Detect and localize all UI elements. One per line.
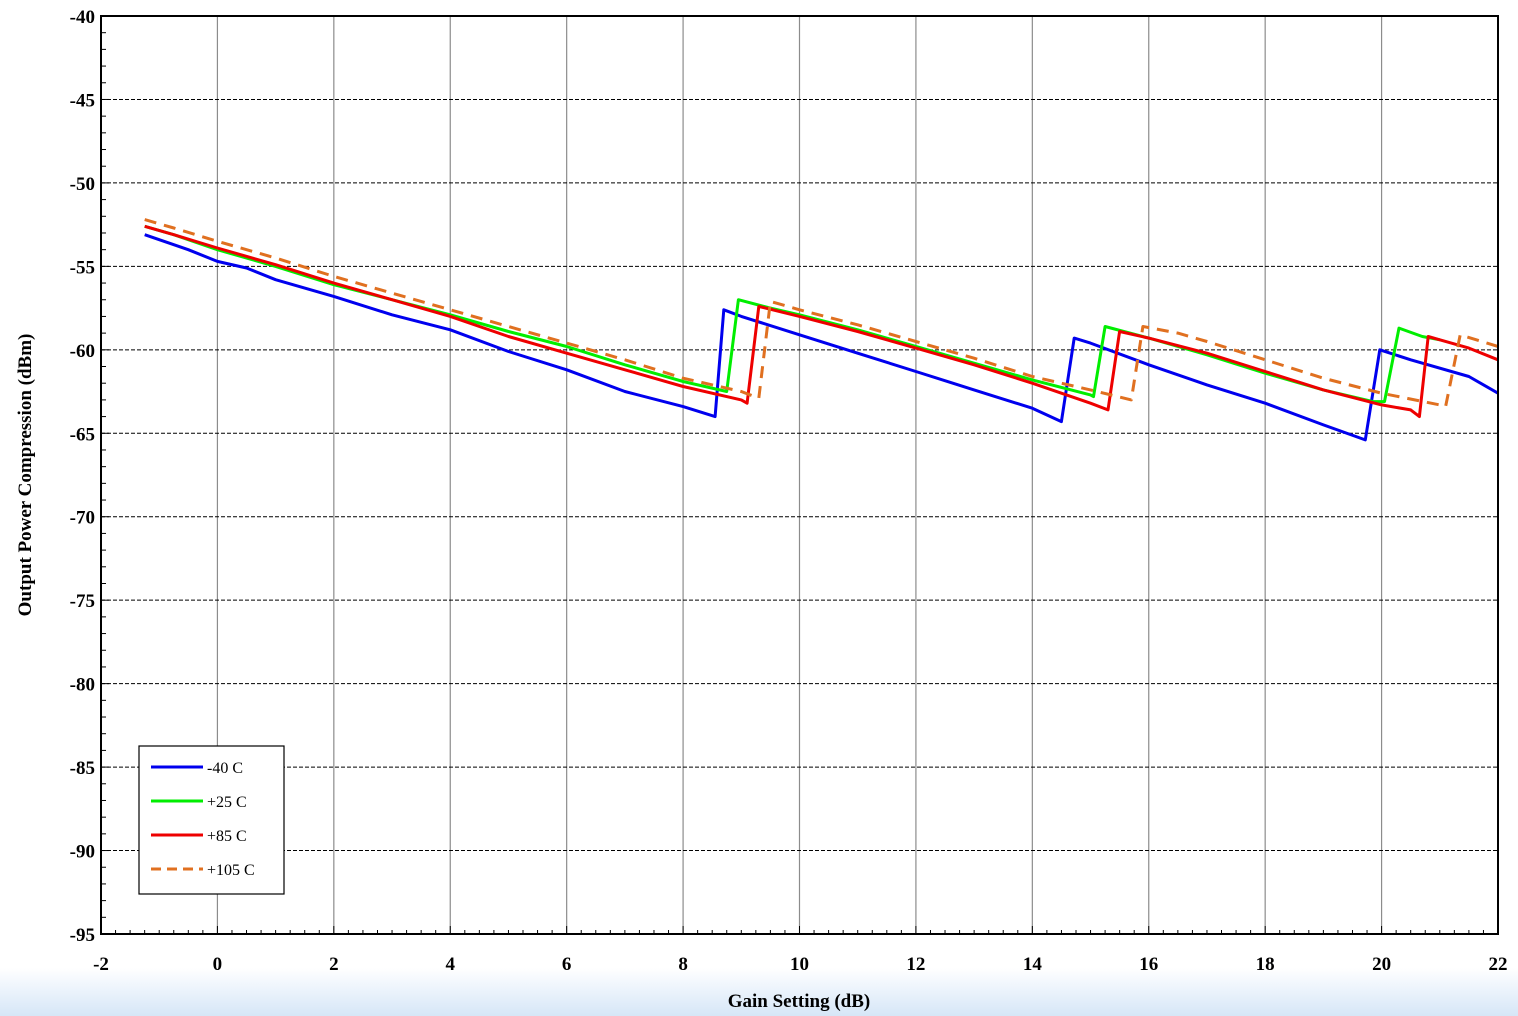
- x-tick-label: -2: [93, 954, 109, 975]
- legend-label-1: +25 C: [207, 794, 247, 811]
- y-tick-label: -65: [70, 424, 95, 445]
- y-tick-label: -55: [70, 257, 95, 278]
- x-tick-label: 12: [906, 954, 925, 975]
- y-tick-label: -75: [70, 591, 95, 612]
- x-tick-label: 22: [1489, 954, 1508, 975]
- y-tick-label: -40: [70, 7, 95, 28]
- y-tick-label: -85: [70, 758, 95, 779]
- axis-layer: -95 -90 -85 -80 -75 -70 -65 -60 -55 -50 -45 -40 -2 0 2…: [70, 7, 1508, 975]
- x-axis-title: Gain Setting (dB): [728, 991, 871, 1012]
- x-tick-label: 14: [1023, 954, 1043, 975]
- y-tick-label: -95: [70, 925, 95, 946]
- x-tick-label: 8: [678, 954, 688, 975]
- x-tick-label: 6: [562, 954, 572, 975]
- x-tick-label: 16: [1139, 954, 1158, 975]
- x-tick-label: 18: [1256, 954, 1275, 975]
- x-tick-label: 20: [1372, 954, 1391, 975]
- legend-label-2: +85 C: [207, 828, 247, 845]
- y-tick-label: -80: [70, 675, 95, 696]
- bottom-gradient-band: [0, 968, 1518, 1016]
- y-tick-label: -90: [70, 842, 95, 863]
- legend: -40 C +25 C +85 C +105 C: [138, 745, 285, 895]
- series-line-3: [144, 218, 1499, 409]
- x-tick-label: 2: [329, 954, 339, 975]
- series-layer: [144, 218, 1499, 442]
- grid-layer: [101, 16, 1498, 934]
- x-tick-label: 0: [213, 954, 223, 975]
- y-tick-label: -70: [70, 508, 95, 529]
- y-tick-label: -60: [70, 341, 95, 362]
- legend-label-0: -40 C: [207, 760, 243, 777]
- series-line-2: [144, 224, 1499, 419]
- legend-label-3: +105 C: [207, 862, 255, 879]
- y-axis-title: Output Power Compression (dBm): [15, 334, 36, 617]
- y-tick-label: -45: [70, 90, 95, 111]
- legend-box: [138, 745, 285, 895]
- y-tick-label: -50: [70, 174, 95, 195]
- series-line-0: [144, 233, 1499, 442]
- x-tick-label: 10: [790, 954, 809, 975]
- x-tick-label: 4: [446, 954, 456, 975]
